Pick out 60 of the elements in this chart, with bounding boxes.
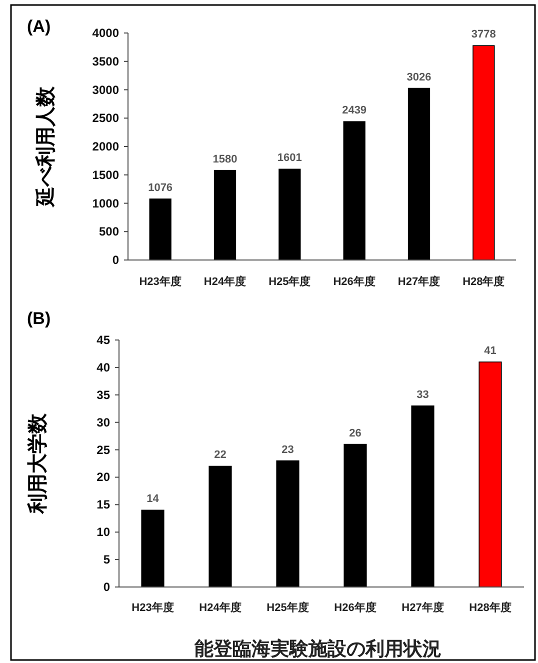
bar [343, 121, 366, 260]
y-tick-label: 40 [96, 360, 110, 374]
y-tick-label: 30 [96, 415, 110, 430]
y-tick-label: 2000 [92, 140, 120, 154]
y-tick-label: 35 [96, 388, 110, 402]
x-tick-label: H27年度 [402, 601, 444, 614]
bar [214, 170, 236, 260]
bar [149, 198, 172, 260]
x-tick-label: H26年度 [333, 275, 376, 288]
x-tick-label: H24年度 [204, 275, 246, 288]
y-tick-label: 5 [103, 552, 110, 567]
y-tick-label: 0 [112, 253, 120, 267]
x-tick-label: H23年度 [132, 601, 174, 614]
bar [208, 466, 232, 588]
x-tick-label: H28年度 [462, 275, 505, 288]
data-label: 23 [282, 444, 294, 456]
y-tick-label: 1000 [92, 196, 120, 210]
y-axis-title: 利用大学数 [26, 412, 49, 514]
y-axis-title: 延べ利用人数 [34, 86, 57, 208]
data-label: 22 [214, 449, 226, 462]
x-tick-label: H26年度 [334, 601, 376, 614]
y-tick-label: 2500 [92, 111, 120, 126]
x-tick-label: H23年度 [139, 275, 182, 288]
data-label: 3026 [406, 71, 432, 84]
y-tick-label: 4000 [92, 26, 120, 40]
y-tick-label: 3500 [92, 54, 120, 68]
bar [408, 88, 430, 260]
bar [141, 510, 164, 588]
bar [472, 45, 495, 260]
x-tick-label: H25年度 [266, 601, 309, 614]
y-tick-label: 10 [96, 525, 110, 540]
data-label: 1580 [212, 153, 238, 166]
x-tick-label: H25年度 [268, 275, 311, 288]
data-label: 1601 [277, 152, 302, 164]
y-tick-label: 20 [96, 470, 110, 484]
y-tick-label: 0 [103, 580, 110, 594]
data-label: 2439 [342, 104, 367, 117]
y-tick-label: 500 [98, 224, 120, 239]
bar [478, 362, 502, 588]
data-label: 14 [146, 493, 160, 506]
x-tick-label: H28年度 [469, 601, 512, 614]
bar [411, 405, 434, 588]
data-label: 41 [484, 344, 496, 357]
y-tick-label: 45 [96, 333, 110, 347]
y-tick-label: 15 [96, 498, 110, 512]
data-label: 3778 [471, 28, 496, 41]
text: 能登臨海実験施設の利用状況 [194, 638, 442, 660]
data-label: 26 [349, 427, 362, 440]
data-label: 33 [416, 388, 429, 401]
data-label: 1076 [148, 182, 173, 194]
y-tick-label: 25 [96, 442, 110, 457]
bar [276, 460, 300, 588]
chart-title: (A) [27, 17, 51, 36]
y-tick-label: 1500 [92, 168, 120, 182]
x-tick-label: H27年度 [398, 275, 440, 288]
y-tick-label: 3000 [92, 82, 120, 97]
chart-title: (B) [27, 309, 51, 328]
bar [344, 444, 367, 588]
x-tick-label: H24年度 [199, 601, 242, 614]
bar [278, 168, 301, 260]
